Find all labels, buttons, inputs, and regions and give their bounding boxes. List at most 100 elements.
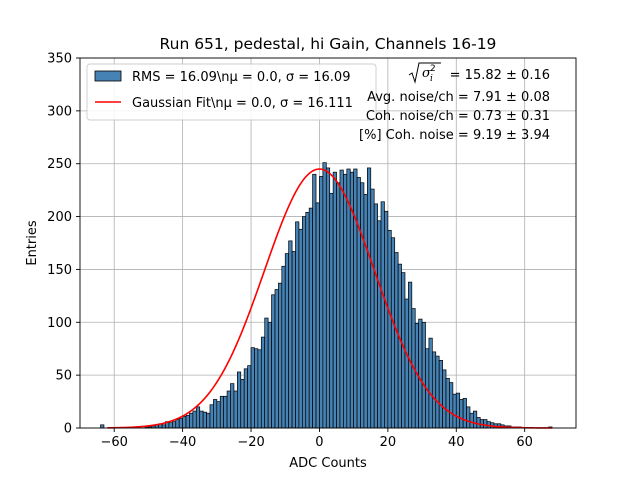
histogram-bar [243, 368, 248, 429]
histogram-bar [260, 336, 266, 429]
svg-text:2: 2 [430, 64, 436, 74]
histogram-bar [264, 317, 269, 429]
histogram-bar [346, 168, 351, 429]
svg-text:σ: σ [422, 66, 432, 81]
y-tick-label: 250 [47, 157, 72, 172]
annotation-rms-noise: = 15.82 ± 0.16 [450, 68, 550, 83]
x-tick-label: −40 [169, 435, 196, 450]
histogram-bar [408, 281, 413, 429]
histogram-bar [301, 216, 307, 429]
y-tick-label: 150 [47, 263, 72, 278]
histogram-bar [442, 369, 447, 429]
y-tick-label: 100 [47, 316, 72, 331]
histogram-bar [274, 289, 279, 429]
chart-title: Run 651, pedestal, hi Gain, Channels 16-… [160, 35, 497, 53]
histogram-bar [377, 220, 382, 429]
histogram-bar [312, 173, 317, 429]
histogram-bar [397, 263, 402, 429]
y-tick-label: 350 [47, 52, 72, 67]
histogram-bar [223, 395, 228, 429]
histogram-bar [336, 182, 341, 429]
histogram-bar [240, 379, 245, 429]
x-tick-label: −20 [237, 435, 264, 450]
histogram-bar [199, 410, 204, 429]
sqrt-sigma-symbol: σ i 2 [408, 62, 441, 84]
histogram-bar [380, 201, 385, 429]
histogram-bar [445, 377, 450, 429]
histogram-bar [288, 240, 293, 429]
histogram-bar [455, 392, 461, 429]
histogram-bar [247, 365, 252, 429]
histogram-bar [216, 401, 221, 429]
histogram-bar [353, 168, 358, 429]
histogram-bar [329, 192, 334, 429]
histogram-bar [418, 318, 423, 429]
histogram-bar [267, 321, 272, 429]
histogram-bar [390, 237, 396, 429]
histogram-bar [431, 351, 437, 429]
histogram-bar [213, 399, 218, 429]
histogram-bar [438, 359, 443, 429]
legend-label-histogram: RMS = 16.09\nμ = 0.0, σ = 16.09 [132, 70, 350, 85]
annotation-coh-noise-percent: [%] Coh. noise = 9.19 ± 3.94 [359, 128, 550, 143]
legend: RMS = 16.09\nμ = 0.0, σ = 16.09 Gaussian… [86, 63, 377, 121]
legend-swatch-histogram [94, 70, 122, 82]
y-axis-ticks: 0 50 100 150 200 250 300 350 [47, 52, 80, 437]
histogram-bar [168, 422, 173, 429]
histogram-bar [332, 171, 337, 429]
histogram-bar [250, 347, 255, 429]
histogram-bar [421, 321, 426, 429]
histogram-bar [192, 410, 197, 429]
histogram-bar [469, 412, 474, 429]
histogram-bar [343, 173, 348, 429]
histogram-bar [466, 406, 471, 429]
x-tick-label: −60 [100, 435, 127, 450]
histogram-bar [219, 395, 225, 429]
histogram-bar [462, 398, 467, 429]
histogram-bar [473, 410, 478, 429]
histogram-bar [257, 349, 262, 429]
histogram-bar [305, 211, 310, 429]
histogram-bar [363, 194, 368, 429]
histogram-bar [233, 390, 238, 429]
x-axis-ticks: −60 −40 −20 0 20 40 60 [100, 428, 533, 450]
y-tick-label: 300 [47, 104, 72, 119]
histogram-bar [281, 265, 286, 429]
histogram-bar [325, 167, 331, 429]
y-tick-label: 200 [47, 210, 72, 225]
y-tick-label: 0 [64, 422, 72, 437]
histogram-bar [206, 412, 211, 429]
histogram-bar [360, 182, 365, 429]
histogram-bar [428, 337, 433, 429]
histogram-bar [182, 416, 187, 429]
histogram-bar [339, 169, 344, 429]
histogram-bar [435, 355, 440, 429]
x-tick-label: 60 [516, 435, 533, 450]
histogram-bar [230, 383, 235, 429]
histogram-bar [209, 404, 214, 429]
histogram-bar [178, 418, 183, 429]
histogram-bar [387, 229, 392, 429]
histogram-bar [271, 294, 276, 429]
legend-label-fit: Gaussian Fit\nμ = 0.0, σ = 16.111 [132, 96, 353, 111]
histogram-bar [452, 393, 457, 429]
histogram-bar [476, 417, 481, 429]
histogram-bar [319, 176, 324, 429]
histogram-bar [172, 421, 177, 429]
histogram-bar [226, 390, 231, 429]
histogram-bar [315, 202, 320, 429]
plot-frame [79, 57, 577, 429]
histogram-bar [175, 419, 180, 429]
histogram-bar [366, 167, 372, 429]
histogram-bar [308, 207, 313, 429]
histogram-bar [295, 221, 300, 429]
histogram-bar [291, 251, 296, 429]
x-tick-label: 40 [448, 435, 465, 450]
histogram-bar [370, 188, 375, 429]
histogram-bar [449, 382, 454, 429]
histogram-bar [322, 162, 327, 429]
histogram-bar [356, 177, 361, 429]
histogram-bar [100, 424, 105, 429]
histogram-bar [254, 348, 259, 429]
